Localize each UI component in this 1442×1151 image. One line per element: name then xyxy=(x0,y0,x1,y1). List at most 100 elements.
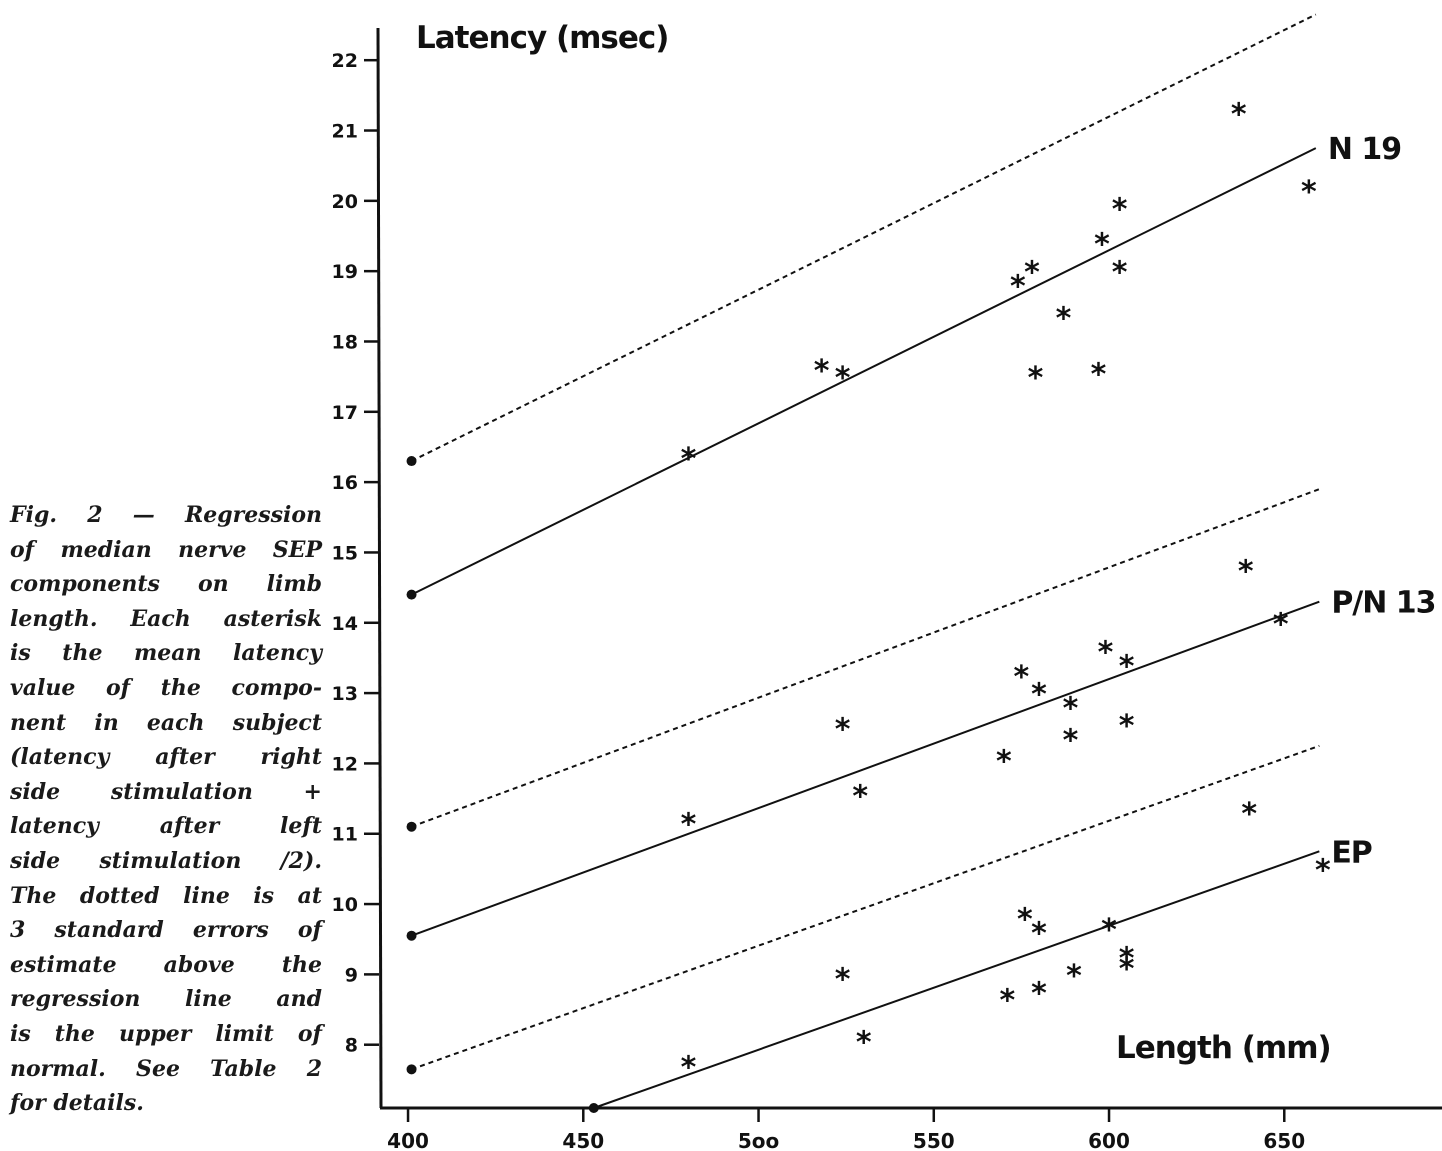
figure-caption: Fig. 2 — Regression of median nerve SEP … xyxy=(10,498,322,1121)
data-point: * xyxy=(1231,97,1247,132)
data-point: * xyxy=(1094,228,1110,263)
data-point: * xyxy=(1031,678,1047,713)
upper-limit-line-pn13 xyxy=(411,488,1320,828)
upper-limit-start-dot xyxy=(406,1064,417,1075)
caption-line: estimate above the xyxy=(10,951,322,978)
data-point: * xyxy=(1241,797,1257,832)
y-tick-label: 9 xyxy=(345,964,358,986)
x-tick-label: 600 xyxy=(1088,1129,1130,1151)
caption-line: length. Each asterisk xyxy=(10,605,322,632)
caption-line: The dotted line is at xyxy=(10,882,322,909)
y-tick-label: 20 xyxy=(332,191,358,213)
data-point: * xyxy=(1101,913,1117,948)
caption-line: for details. xyxy=(10,1090,144,1117)
data-point: * xyxy=(835,361,851,396)
regression-start-dot xyxy=(588,1103,599,1113)
axes xyxy=(376,27,1442,1110)
chart-labels: N 19 P/N 13 EP Latency (msec) Length (mm) xyxy=(416,20,1437,1066)
x-tick-label: 650 xyxy=(1263,1129,1305,1151)
data-point: * xyxy=(1000,983,1016,1018)
y-tick-label: 13 xyxy=(332,683,358,705)
y-tick-label: 19 xyxy=(332,261,358,283)
data-point: * xyxy=(1024,256,1040,291)
data-point: * xyxy=(1031,976,1047,1011)
data-point: * xyxy=(1098,635,1114,670)
caption-line: is the upper limit of xyxy=(10,1020,322,1047)
y-tick-label: 11 xyxy=(332,824,358,846)
caption-line: regression line and xyxy=(10,986,322,1013)
data-point: * xyxy=(856,1026,872,1061)
y-tick-label: 18 xyxy=(332,331,358,353)
x-axis-title: Length (mm) xyxy=(1116,1030,1331,1066)
y-tick-label: 22 xyxy=(332,50,358,72)
x-tick-label: 450 xyxy=(562,1129,604,1151)
data-point: * xyxy=(1315,853,1331,888)
caption-line: side stimulation + xyxy=(10,778,322,805)
caption-line: value of the compo- xyxy=(10,674,322,701)
y-tick-label: 8 xyxy=(345,1035,358,1057)
regression-line-pn13 xyxy=(411,600,1320,937)
y-tick-label: 15 xyxy=(332,542,358,564)
data-point: * xyxy=(1238,555,1254,590)
data-point: * xyxy=(1119,941,1135,976)
y-tick-label: 12 xyxy=(332,753,358,775)
y-tick-label: 10 xyxy=(332,894,358,916)
data-point: * xyxy=(1119,649,1135,684)
upper-limit-line-n19 xyxy=(411,13,1317,462)
caption-line: Fig. 2 — Regression xyxy=(10,502,322,528)
data-points: ** ***************** *** ***************** xyxy=(681,97,1331,1085)
regression-start-dot xyxy=(406,589,417,600)
series-label-ep: EP xyxy=(1331,835,1371,870)
data-point: * xyxy=(996,744,1012,779)
regression-lines xyxy=(406,13,1320,1113)
data-point: * xyxy=(1028,361,1044,396)
caption-line: components on limb xyxy=(10,571,322,598)
upper-limit-line-ep xyxy=(411,744,1320,1071)
data-point: * xyxy=(1063,723,1079,758)
data-point: * xyxy=(835,713,851,748)
data-point: * xyxy=(1063,692,1079,727)
y-tick-label: 21 xyxy=(332,121,358,143)
data-point: * xyxy=(1031,917,1047,952)
x-tick-label: 400 xyxy=(387,1129,429,1151)
regression-line-n19 xyxy=(411,147,1317,596)
data-point: * xyxy=(1301,175,1317,210)
data-point: * xyxy=(1112,256,1128,291)
data-point: * xyxy=(1056,301,1072,336)
upper-limit-start-dot xyxy=(406,456,417,467)
caption-line: latency after left xyxy=(10,813,322,840)
ticks: 8 9 10 11 12 13 14 15 16 17 18 19 20 21 22 400 450 5oo 550… xyxy=(332,50,1306,1151)
caption-line: is the mean latency xyxy=(10,640,322,667)
upper-limit-start-dot xyxy=(406,821,417,832)
data-point: * xyxy=(681,808,697,843)
regression-start-dot xyxy=(406,930,417,941)
data-point: * xyxy=(681,1050,697,1085)
data-point: * xyxy=(1112,192,1128,227)
y-tick-label: 16 xyxy=(332,472,358,494)
data-point: * xyxy=(1010,270,1026,305)
x-tick-label: 550 xyxy=(913,1129,955,1151)
caption-line: (latency after right xyxy=(10,744,322,771)
x-tick-label: 5oo xyxy=(738,1129,779,1151)
regression-line-ep xyxy=(593,850,1320,1109)
caption-line: 3 standard errors of xyxy=(10,917,322,944)
data-point: * xyxy=(1017,903,1033,938)
caption-line: of median nerve SEP xyxy=(10,536,322,563)
y-tick-label: 17 xyxy=(332,402,358,424)
data-point: * xyxy=(814,354,830,389)
y-axis-line xyxy=(376,27,383,1109)
caption-line: normal. See Table 2 xyxy=(10,1055,322,1082)
data-point: * xyxy=(1014,660,1030,695)
data-point: * xyxy=(1066,959,1082,994)
data-point: * xyxy=(1119,709,1135,744)
series-label-pn13: P/N 13 xyxy=(1331,586,1435,621)
y-axis-title: Latency (msec) xyxy=(416,20,668,56)
data-point: * xyxy=(1119,952,1135,987)
data-point: * xyxy=(1273,607,1289,642)
data-point: * xyxy=(1091,358,1107,393)
caption-line: nent in each subject xyxy=(10,709,322,736)
caption-line: side stimulation /2). xyxy=(10,847,322,874)
data-point: * xyxy=(852,780,868,815)
data-point: * xyxy=(681,442,697,477)
